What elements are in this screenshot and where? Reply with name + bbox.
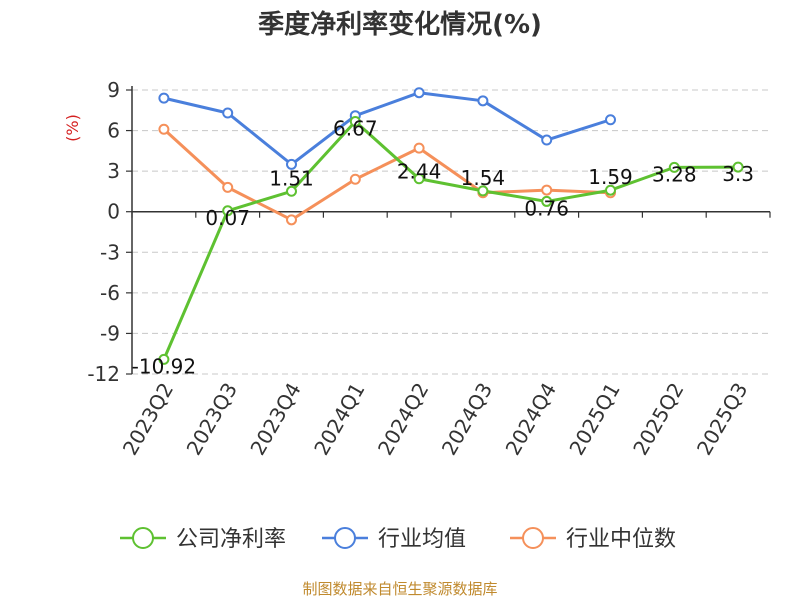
data-point xyxy=(158,353,170,365)
data-point xyxy=(541,134,553,146)
y-tick-label: 3 xyxy=(107,159,120,183)
data-label: 3.28 xyxy=(652,162,697,186)
y-tick-label: 9 xyxy=(107,78,120,102)
data-label: 0.76 xyxy=(524,196,569,220)
x-tick-label: 2024Q4 xyxy=(501,379,561,460)
data-label: -10.92 xyxy=(132,354,196,378)
data-point xyxy=(477,95,489,107)
data-label: 2.44 xyxy=(397,160,442,184)
x-tick-label: 2024Q1 xyxy=(309,379,369,460)
data-label: 1.59 xyxy=(588,165,633,189)
data-point xyxy=(286,214,297,226)
data-point xyxy=(286,158,297,170)
legend-label: 行业中位数 xyxy=(566,527,676,552)
y-tick-label: -3 xyxy=(100,240,120,264)
legend-swatch-marker xyxy=(334,527,356,549)
data-point xyxy=(158,123,170,135)
data-label: 1.51 xyxy=(269,166,314,190)
data-point xyxy=(605,114,616,126)
data-point xyxy=(541,184,553,196)
x-tick-label: 2023Q2 xyxy=(118,379,178,460)
series-line-0 xyxy=(162,120,739,360)
data-label: 0.07 xyxy=(205,206,250,230)
y-tick-label: 0 xyxy=(107,200,120,224)
data-point xyxy=(668,161,680,173)
data-point xyxy=(222,107,234,119)
data-point xyxy=(349,173,361,185)
chart-title: 季度净利率变化情况(%) xyxy=(258,10,542,40)
data-point xyxy=(413,87,425,99)
y-tick-label: -6 xyxy=(100,281,120,305)
x-tick-label: 2023Q3 xyxy=(182,379,242,460)
y-tick-label: 6 xyxy=(107,119,120,143)
data-point xyxy=(413,142,425,154)
legend-swatch-marker xyxy=(132,527,154,549)
data-point xyxy=(541,195,553,207)
data-point xyxy=(605,184,616,196)
data-label: 1.54 xyxy=(461,166,506,190)
series-line-1 xyxy=(163,91,611,166)
data-point xyxy=(413,173,425,185)
source-note: 制图数据来自恒生聚源数据库 xyxy=(302,580,498,598)
data-label: 6.67 xyxy=(333,117,378,141)
data-point xyxy=(349,116,361,128)
legend-label: 公司净利率 xyxy=(176,527,286,552)
x-tick-label: 2024Q3 xyxy=(437,379,497,460)
data-point xyxy=(222,181,234,193)
x-tick-label: 2025Q2 xyxy=(628,379,688,460)
x-tick-label: 2024Q2 xyxy=(373,379,433,460)
data-point xyxy=(222,205,234,217)
x-tick-label: 2023Q4 xyxy=(245,379,305,460)
data-point xyxy=(286,185,297,197)
x-tick-label: 2025Q1 xyxy=(564,379,624,460)
data-point xyxy=(158,92,170,104)
legend-label: 行业均值 xyxy=(378,527,466,552)
data-point xyxy=(732,161,744,173)
x-tick-label: 2025Q3 xyxy=(692,379,752,460)
data-label: 3.3 xyxy=(722,162,754,186)
series-line-2 xyxy=(162,128,611,222)
legend-swatch-marker xyxy=(522,527,544,549)
y-tick-label: -12 xyxy=(87,362,120,386)
y-axis-unit: (%) xyxy=(63,114,82,142)
y-tick-label: -9 xyxy=(100,321,120,345)
data-point xyxy=(477,185,489,197)
